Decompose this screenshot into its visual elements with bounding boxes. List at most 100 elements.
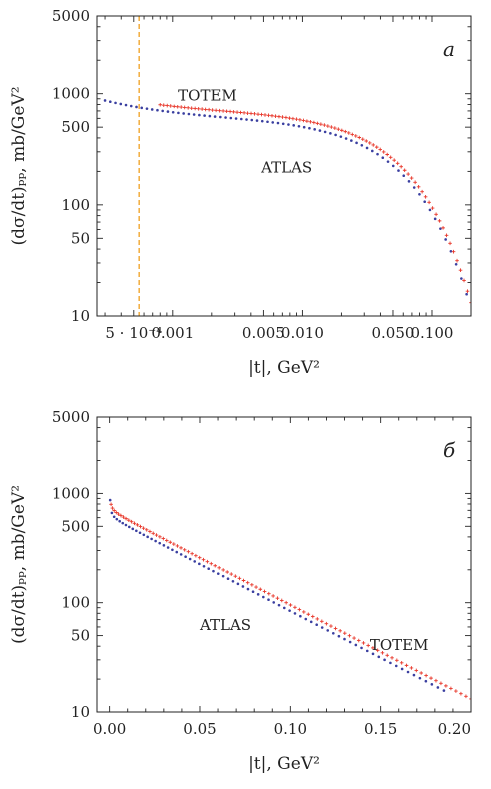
- atlas-point: [412, 673, 416, 677]
- series-label: ATLAS: [199, 616, 251, 634]
- totem-point: [329, 125, 334, 129]
- atlas-point: [343, 637, 346, 641]
- totem-point: [322, 123, 327, 127]
- atlas-point: [256, 593, 260, 596]
- x-tick-label: 0.15: [364, 720, 397, 738]
- atlas-point: [444, 238, 447, 241]
- atlas-point: [234, 117, 238, 120]
- totem-point: [179, 105, 184, 109]
- totem-point: [242, 111, 246, 115]
- atlas-point: [449, 250, 453, 253]
- y-tick-label: 5000: [52, 7, 90, 25]
- atlas-point: [430, 683, 434, 686]
- totem-point: [441, 226, 445, 230]
- x-tick-label: 0.10: [274, 720, 307, 738]
- totem-point: [194, 553, 198, 558]
- atlas-point: [135, 105, 138, 109]
- totem-point: [214, 108, 218, 113]
- atlas-point: [318, 129, 322, 132]
- atlas-point: [198, 562, 201, 566]
- atlas-point: [428, 208, 432, 212]
- totem-point: [207, 107, 211, 112]
- panel-letter: a: [443, 37, 455, 61]
- totem-point: [366, 643, 370, 648]
- totem-point: [200, 107, 204, 111]
- atlas-point: [308, 126, 311, 130]
- totem-point: [294, 117, 299, 122]
- atlas-point: [433, 217, 437, 221]
- atlas-point: [260, 119, 264, 123]
- series-label: TOTEM: [178, 86, 237, 104]
- totem-point: [364, 139, 369, 143]
- totem-point: [413, 180, 417, 185]
- totem-point: [141, 526, 146, 530]
- totem-point: [209, 561, 214, 566]
- totem-point: [267, 591, 271, 596]
- atlas-point: [424, 679, 428, 683]
- totem-point: [312, 120, 316, 125]
- totem-point: [469, 300, 471, 305]
- plot-frame: [96, 416, 472, 713]
- totem-point: [172, 104, 177, 109]
- totem-point: [132, 521, 137, 526]
- atlas-point: [288, 609, 291, 612]
- atlas-point: [391, 164, 395, 168]
- atlas-point: [277, 603, 281, 607]
- totem-point: [116, 512, 121, 516]
- totem-point: [399, 164, 403, 169]
- totem-point: [129, 519, 134, 524]
- totem-point: [175, 544, 180, 548]
- atlas-point: [179, 553, 183, 556]
- atlas-point: [127, 525, 131, 529]
- x-tick-label: 0.050: [372, 324, 415, 342]
- x-axis-label: |t|, GeV²: [248, 754, 320, 774]
- totem-point: [165, 103, 170, 108]
- atlas-point: [442, 689, 446, 692]
- atlas-point: [236, 582, 240, 586]
- atlas-point: [150, 108, 154, 111]
- totem-point: [252, 112, 257, 116]
- totem-point: [151, 531, 156, 536]
- atlas-point: [154, 539, 157, 543]
- totem-point: [427, 200, 431, 205]
- series-label: ATLAS: [260, 159, 312, 177]
- atlas-point: [418, 192, 421, 196]
- totem-point: [148, 529, 152, 534]
- atlas-point: [423, 200, 426, 204]
- atlas-point: [465, 292, 468, 296]
- panel-a: 10 50 100 500 1000 5000 5 · 10⁻⁴0.001 0.0050.01…: [9, 7, 472, 378]
- atlas-point: [377, 655, 381, 659]
- atlas-point: [162, 544, 166, 547]
- atlas-point: [407, 180, 411, 183]
- totem-point: [189, 106, 194, 110]
- atlas-point: [150, 537, 153, 541]
- totem-point: [280, 115, 285, 119]
- atlas-point: [320, 626, 324, 629]
- atlas-point: [171, 110, 175, 114]
- totem-point: [434, 212, 438, 217]
- totem-point: [347, 633, 352, 638]
- totem-point: [119, 513, 123, 518]
- atlas-point: [184, 555, 187, 558]
- totem-point: [430, 206, 435, 210]
- totem-point: [336, 127, 341, 131]
- atlas-point: [182, 112, 185, 115]
- totem-point: [434, 678, 438, 683]
- panel-b: 10 50 100 500 1000 5000 0.00 0.05 0.10 0.15 0.20 |t…: [9, 408, 472, 774]
- totem-point: [182, 548, 187, 552]
- atlas-point: [239, 117, 243, 121]
- totem-point: [175, 104, 180, 109]
- totem-point: [168, 104, 173, 108]
- totem-point: [229, 572, 234, 576]
- atlas-point: [212, 569, 215, 573]
- atlas-point: [282, 606, 286, 610]
- totem-point: [270, 113, 274, 118]
- totem-point: [271, 594, 275, 598]
- atlas-point: [371, 652, 375, 656]
- atlas-point: [365, 146, 369, 150]
- totem-point: [258, 587, 263, 592]
- atlas-point: [103, 99, 107, 102]
- atlas-point: [250, 118, 254, 122]
- totem-point: [168, 540, 173, 545]
- atlas-point: [175, 550, 179, 554]
